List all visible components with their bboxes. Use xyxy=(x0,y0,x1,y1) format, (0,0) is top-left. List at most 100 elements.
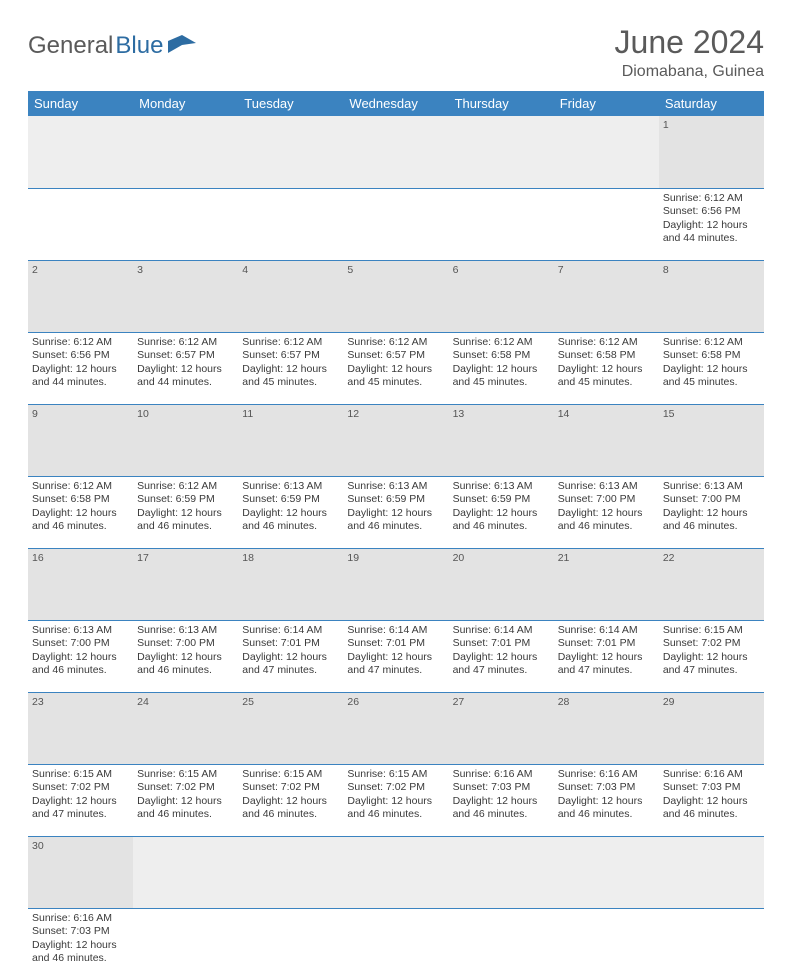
day-d2: and 46 minutes. xyxy=(558,520,655,534)
day-d1: Daylight: 12 hours xyxy=(347,795,444,809)
day-number-cell: 19 xyxy=(343,548,448,620)
day-number-row: 1 xyxy=(28,116,764,188)
day-d2: and 46 minutes. xyxy=(453,808,550,822)
day-content-cell: Sunrise: 6:12 AMSunset: 6:56 PMDaylight:… xyxy=(28,332,133,404)
day-d1: Daylight: 12 hours xyxy=(453,363,550,377)
day-d1: Daylight: 12 hours xyxy=(242,363,339,377)
day-d1: Daylight: 12 hours xyxy=(663,651,760,665)
day-sunrise: Sunrise: 6:13 AM xyxy=(137,624,234,638)
day-number-cell xyxy=(449,836,554,908)
day-number-cell: 14 xyxy=(554,404,659,476)
day-sunset: Sunset: 6:59 PM xyxy=(137,493,234,507)
day-number-cell xyxy=(238,836,343,908)
day-content-cell: Sunrise: 6:14 AMSunset: 7:01 PMDaylight:… xyxy=(449,620,554,692)
day-sunrise: Sunrise: 6:16 AM xyxy=(453,768,550,782)
day-d1: Daylight: 12 hours xyxy=(663,363,760,377)
day-sunrise: Sunrise: 6:12 AM xyxy=(242,336,339,350)
day-content-cell: Sunrise: 6:13 AMSunset: 7:00 PMDaylight:… xyxy=(659,476,764,548)
day-sunrise: Sunrise: 6:12 AM xyxy=(137,480,234,494)
day-content-row: Sunrise: 6:15 AMSunset: 7:02 PMDaylight:… xyxy=(28,764,764,836)
day-sunrise: Sunrise: 6:13 AM xyxy=(32,624,129,638)
day-number-cell: 2 xyxy=(28,260,133,332)
day-d1: Daylight: 12 hours xyxy=(137,795,234,809)
day-d1: Daylight: 12 hours xyxy=(663,219,760,233)
day-content-row: Sunrise: 6:16 AMSunset: 7:03 PMDaylight:… xyxy=(28,908,764,980)
logo-text-blue: Blue xyxy=(115,32,163,60)
day-sunset: Sunset: 7:00 PM xyxy=(137,637,234,651)
day-number-cell: 1 xyxy=(659,116,764,188)
day-d1: Daylight: 12 hours xyxy=(242,795,339,809)
day-sunset: Sunset: 7:01 PM xyxy=(347,637,444,651)
day-content-cell xyxy=(554,188,659,260)
day-d2: and 47 minutes. xyxy=(32,808,129,822)
day-d2: and 45 minutes. xyxy=(558,376,655,390)
day-d1: Daylight: 12 hours xyxy=(663,507,760,521)
day-sunrise: Sunrise: 6:15 AM xyxy=(32,768,129,782)
day-content-cell: Sunrise: 6:13 AMSunset: 6:59 PMDaylight:… xyxy=(238,476,343,548)
day-content-cell: Sunrise: 6:13 AMSunset: 7:00 PMDaylight:… xyxy=(554,476,659,548)
day-d1: Daylight: 12 hours xyxy=(453,507,550,521)
day-d2: and 46 minutes. xyxy=(347,808,444,822)
day-d1: Daylight: 12 hours xyxy=(32,795,129,809)
day-d1: Daylight: 12 hours xyxy=(347,363,444,377)
day-sunset: Sunset: 6:59 PM xyxy=(347,493,444,507)
day-d1: Daylight: 12 hours xyxy=(32,507,129,521)
day-d1: Daylight: 12 hours xyxy=(347,507,444,521)
day-content-cell: Sunrise: 6:16 AMSunset: 7:03 PMDaylight:… xyxy=(449,764,554,836)
day-content-cell xyxy=(449,908,554,980)
day-content-cell: Sunrise: 6:15 AMSunset: 7:02 PMDaylight:… xyxy=(238,764,343,836)
day-content-cell: Sunrise: 6:12 AMSunset: 6:59 PMDaylight:… xyxy=(133,476,238,548)
day-number-cell xyxy=(343,116,448,188)
day-d2: and 46 minutes. xyxy=(137,664,234,678)
day-sunset: Sunset: 6:59 PM xyxy=(453,493,550,507)
day-number-cell: 3 xyxy=(133,260,238,332)
day-content-cell: Sunrise: 6:16 AMSunset: 7:03 PMDaylight:… xyxy=(554,764,659,836)
day-d2: and 46 minutes. xyxy=(137,808,234,822)
day-d1: Daylight: 12 hours xyxy=(32,651,129,665)
day-d2: and 46 minutes. xyxy=(32,952,129,966)
day-sunset: Sunset: 7:00 PM xyxy=(32,637,129,651)
calendar-table: SundayMondayTuesdayWednesdayThursdayFrid… xyxy=(28,91,764,980)
day-d2: and 46 minutes. xyxy=(663,520,760,534)
day-d2: and 47 minutes. xyxy=(453,664,550,678)
day-number-cell: 24 xyxy=(133,692,238,764)
day-d1: Daylight: 12 hours xyxy=(32,939,129,953)
day-d2: and 44 minutes. xyxy=(137,376,234,390)
day-number-row: 2345678 xyxy=(28,260,764,332)
day-content-cell: Sunrise: 6:13 AMSunset: 6:59 PMDaylight:… xyxy=(449,476,554,548)
day-content-cell: Sunrise: 6:15 AMSunset: 7:02 PMDaylight:… xyxy=(28,764,133,836)
day-sunset: Sunset: 6:58 PM xyxy=(558,349,655,363)
day-d2: and 47 minutes. xyxy=(242,664,339,678)
day-content-cell: Sunrise: 6:16 AMSunset: 7:03 PMDaylight:… xyxy=(659,764,764,836)
day-header: Sunday xyxy=(28,91,133,116)
day-content-cell: Sunrise: 6:12 AMSunset: 6:57 PMDaylight:… xyxy=(343,332,448,404)
day-number-cell xyxy=(449,116,554,188)
day-d1: Daylight: 12 hours xyxy=(137,363,234,377)
day-d1: Daylight: 12 hours xyxy=(347,651,444,665)
day-content-cell: Sunrise: 6:12 AMSunset: 6:56 PMDaylight:… xyxy=(659,188,764,260)
day-sunrise: Sunrise: 6:12 AM xyxy=(32,336,129,350)
day-sunset: Sunset: 6:58 PM xyxy=(453,349,550,363)
day-content-cell xyxy=(28,188,133,260)
day-number-cell: 15 xyxy=(659,404,764,476)
day-sunrise: Sunrise: 6:13 AM xyxy=(663,480,760,494)
day-header: Thursday xyxy=(449,91,554,116)
day-content-row: Sunrise: 6:12 AMSunset: 6:56 PMDaylight:… xyxy=(28,188,764,260)
day-d1: Daylight: 12 hours xyxy=(242,651,339,665)
day-header: Monday xyxy=(133,91,238,116)
day-d2: and 44 minutes. xyxy=(32,376,129,390)
day-content-cell: Sunrise: 6:15 AMSunset: 7:02 PMDaylight:… xyxy=(343,764,448,836)
day-sunrise: Sunrise: 6:12 AM xyxy=(663,336,760,350)
title-block: June 2024 Diomabana, Guinea xyxy=(615,24,764,81)
day-number-cell: 30 xyxy=(28,836,133,908)
day-sunrise: Sunrise: 6:13 AM xyxy=(453,480,550,494)
day-d1: Daylight: 12 hours xyxy=(137,651,234,665)
day-d2: and 45 minutes. xyxy=(347,376,444,390)
day-sunset: Sunset: 7:03 PM xyxy=(32,925,129,939)
day-sunset: Sunset: 7:02 PM xyxy=(242,781,339,795)
day-sunset: Sunset: 7:02 PM xyxy=(347,781,444,795)
day-content-cell: Sunrise: 6:14 AMSunset: 7:01 PMDaylight:… xyxy=(554,620,659,692)
day-content-cell: Sunrise: 6:12 AMSunset: 6:58 PMDaylight:… xyxy=(554,332,659,404)
day-d1: Daylight: 12 hours xyxy=(558,507,655,521)
day-content-cell: Sunrise: 6:12 AMSunset: 6:58 PMDaylight:… xyxy=(659,332,764,404)
